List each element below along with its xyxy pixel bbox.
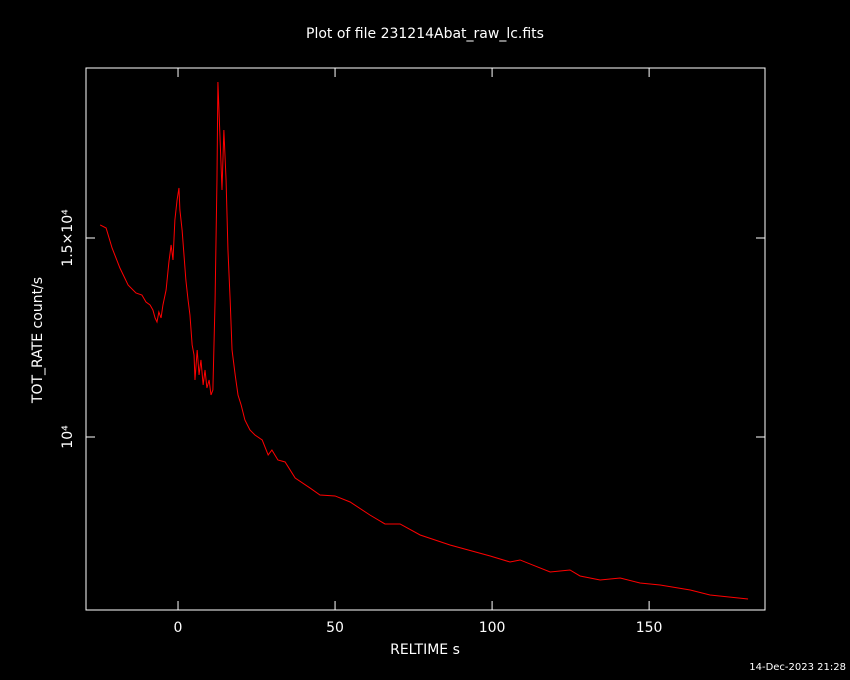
- x-axis-label: RELTIME s: [390, 642, 460, 658]
- light-curve: [99, 81, 749, 600]
- footer-timestamp: 14-Dec-2023 21:28: [749, 662, 846, 673]
- x-tick-label: 100: [479, 620, 506, 636]
- y-axis-label: TOT_RATE count/s: [30, 277, 46, 404]
- plot-frame: [85, 67, 766, 611]
- chart-title: Plot of file 231214Abat_raw_lc.fits: [306, 26, 544, 42]
- x-tick-label: 0: [174, 620, 183, 636]
- y-tick-label: 1.5×10⁴: [60, 209, 76, 267]
- x-tick-label: 50: [326, 620, 344, 636]
- x-tick-label: 150: [636, 620, 663, 636]
- y-tick-label: 10⁴: [60, 425, 76, 449]
